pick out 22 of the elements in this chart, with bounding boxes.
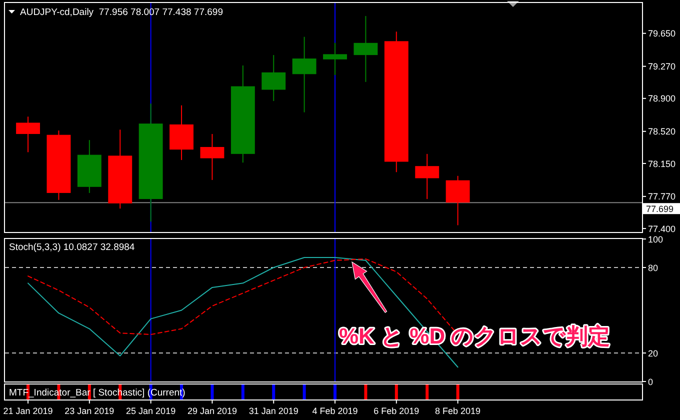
y-tick-label: 77.400 bbox=[648, 224, 676, 234]
y-tick-label: 100 bbox=[648, 234, 664, 244]
y-tick-label: 79.270 bbox=[648, 62, 676, 72]
x-tick-label: 29 Jan 2019 bbox=[187, 406, 237, 416]
x-tick-label: 25 Jan 2019 bbox=[126, 406, 176, 416]
y-tick-label: 78.520 bbox=[648, 126, 676, 137]
y-tick-label: 77.770 bbox=[648, 192, 676, 202]
x-tick-label: 23 Jan 2019 bbox=[64, 406, 114, 416]
x-tick-label: 21 Jan 2019 bbox=[3, 406, 53, 416]
y-tick-label: 20 bbox=[648, 348, 658, 358]
x-tick-label: 6 Feb 2019 bbox=[374, 406, 420, 416]
price-label: 77.699 bbox=[643, 203, 680, 214]
y-tick-label: 0 bbox=[648, 376, 654, 387]
y-tick-label: 80 bbox=[648, 262, 658, 273]
y-tick-label: 78.150 bbox=[648, 158, 676, 169]
x-tick-label: 4 Feb 2019 bbox=[312, 406, 358, 416]
x-tick-label: 8 Feb 2019 bbox=[435, 406, 481, 416]
y-tick-label: 79.650 bbox=[648, 28, 676, 39]
x-tick-label: 31 Jan 2019 bbox=[248, 406, 298, 416]
chart-title: Stoch(5,3,3) 10.0827 32.8984 bbox=[9, 242, 135, 253]
ref-line-label: 77.699 bbox=[646, 204, 674, 214]
y-tick-label: 78.900 bbox=[648, 94, 676, 104]
